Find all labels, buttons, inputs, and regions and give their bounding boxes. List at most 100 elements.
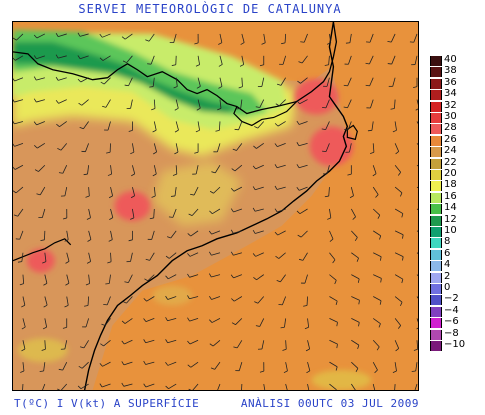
wind-barb-feather xyxy=(194,42,199,45)
wind-barb xyxy=(276,186,286,190)
legend-entry: 28 xyxy=(430,123,485,135)
wind-barb xyxy=(280,274,286,283)
yellow-patch-s2 xyxy=(311,370,372,390)
wind-barb xyxy=(197,55,200,65)
wind-barb xyxy=(36,121,45,126)
wind-barb xyxy=(87,296,90,306)
wind-barb xyxy=(150,55,155,65)
legend-label: −4 xyxy=(444,304,459,316)
wind-barb xyxy=(241,77,243,87)
wind-barb-feather xyxy=(255,106,260,108)
wind-barb-feather xyxy=(357,278,360,283)
legend-swatch xyxy=(430,215,442,226)
wind-barb-feather xyxy=(327,217,331,220)
legend-label: 14 xyxy=(444,202,457,214)
wind-barb xyxy=(175,99,179,109)
wind-barb xyxy=(167,296,177,300)
wind-barb xyxy=(195,165,199,175)
wind-barb xyxy=(263,383,266,390)
legend-entry: 40 xyxy=(430,55,485,66)
legend-swatch xyxy=(430,56,442,66)
wind-barb xyxy=(124,339,133,345)
wind-barb-feather xyxy=(303,305,308,307)
wind-barb-feather xyxy=(372,173,377,177)
wind-barb-feather xyxy=(355,368,359,372)
wind-barb-feather xyxy=(78,102,82,106)
wind-barb xyxy=(37,143,46,149)
wind-barb-feather xyxy=(122,301,127,304)
wind-barb xyxy=(277,121,286,127)
wind-barb-feather xyxy=(19,283,24,286)
wind-barb-feather xyxy=(413,86,418,89)
wind-barb-feather xyxy=(196,107,201,111)
wind-barb xyxy=(124,33,133,40)
wind-barb xyxy=(108,274,111,284)
wind-barb xyxy=(14,121,24,125)
wind-barb-feather xyxy=(343,106,348,109)
wind-barb xyxy=(175,143,179,153)
legend-swatch xyxy=(430,318,442,329)
wind-barb-feather xyxy=(215,130,220,132)
wind-barb xyxy=(298,164,308,169)
wind-barb xyxy=(238,121,243,130)
wind-barb-feather xyxy=(324,195,329,198)
wind-barb xyxy=(128,77,133,86)
wind-barb-feather xyxy=(358,300,360,305)
wind-barb xyxy=(307,340,311,350)
legend-entry: 14 xyxy=(430,202,485,215)
wind-barb-feather xyxy=(402,234,404,239)
wind-barb xyxy=(373,252,382,258)
wind-barb xyxy=(36,33,46,39)
wind-barb-feather xyxy=(64,239,69,242)
wind-barb-feather xyxy=(230,188,235,192)
wind-barb-feather xyxy=(144,278,149,282)
wind-barb xyxy=(66,274,70,284)
wind-barb xyxy=(329,339,338,345)
yellow-patch-s3 xyxy=(152,285,193,306)
wind-barb-feather xyxy=(13,78,15,82)
wind-barb-feather xyxy=(187,364,192,368)
wind-barb xyxy=(394,362,397,372)
wind-barb xyxy=(255,252,264,257)
wind-barb-feather xyxy=(187,273,190,278)
wind-barb xyxy=(217,143,221,153)
wind-barb xyxy=(373,230,381,237)
wind-barb-feather xyxy=(281,42,286,45)
wind-barb-feather xyxy=(211,171,216,174)
wind-barb xyxy=(414,55,418,65)
wind-barb xyxy=(394,318,401,326)
wind-barb-feather xyxy=(240,42,245,45)
wind-barb-feather xyxy=(36,193,41,196)
wind-barb-feather xyxy=(13,143,15,147)
wind-barb xyxy=(145,318,155,323)
wind-barb xyxy=(392,77,396,87)
wind-barb-feather xyxy=(402,256,404,261)
wind-barb-feather xyxy=(252,165,256,170)
wind-barb-feather xyxy=(13,214,18,217)
wind-barb-feather xyxy=(121,320,126,324)
wind-barb-feather xyxy=(275,255,280,259)
wind-barb-feather xyxy=(296,164,300,168)
wind-barb-feather xyxy=(218,86,223,89)
wind-barb-feather xyxy=(62,326,67,329)
wind-barb-feather xyxy=(33,98,37,103)
wind-barb xyxy=(146,296,155,302)
legend-label: −6 xyxy=(444,316,459,328)
wind-barb xyxy=(167,318,177,322)
wind-barb-feather xyxy=(298,258,303,261)
temperature-wind-map xyxy=(12,21,419,391)
wind-barb-feather xyxy=(401,279,404,284)
wind-barb-feather xyxy=(165,339,168,343)
wind-barb-feather xyxy=(171,64,176,66)
wind-barb xyxy=(15,186,24,194)
catalan-coastline xyxy=(83,22,349,390)
wind-barb xyxy=(298,142,308,147)
wind-barb xyxy=(172,208,177,218)
wind-barb xyxy=(189,274,199,278)
wind-barb xyxy=(189,339,199,345)
wind-barb-feather xyxy=(306,370,311,374)
legend-entry: 12 xyxy=(430,214,485,226)
wind-barb xyxy=(211,230,221,235)
wind-barb-feather xyxy=(83,173,88,176)
wind-barb xyxy=(285,383,288,390)
